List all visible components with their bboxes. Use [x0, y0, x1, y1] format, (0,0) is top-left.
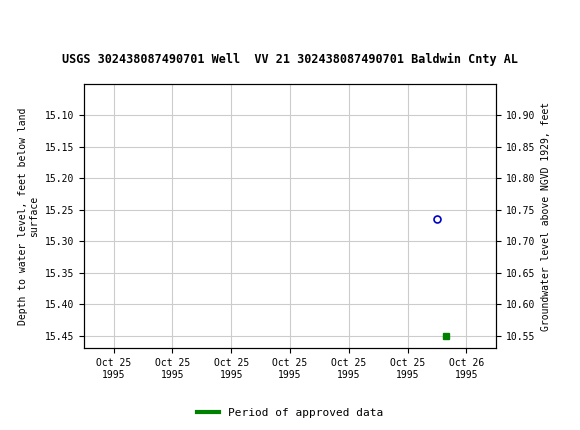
- Text: ╳USGS: ╳USGS: [9, 10, 59, 31]
- Legend: Period of approved data: Period of approved data: [193, 403, 387, 422]
- Y-axis label: Groundwater level above NGVD 1929, feet: Groundwater level above NGVD 1929, feet: [541, 101, 550, 331]
- Text: USGS 302438087490701 Well  VV 21 302438087490701 Baldwin Cnty AL: USGS 302438087490701 Well VV 21 30243808…: [62, 52, 518, 66]
- Y-axis label: Depth to water level, feet below land
surface: Depth to water level, feet below land su…: [18, 108, 39, 325]
